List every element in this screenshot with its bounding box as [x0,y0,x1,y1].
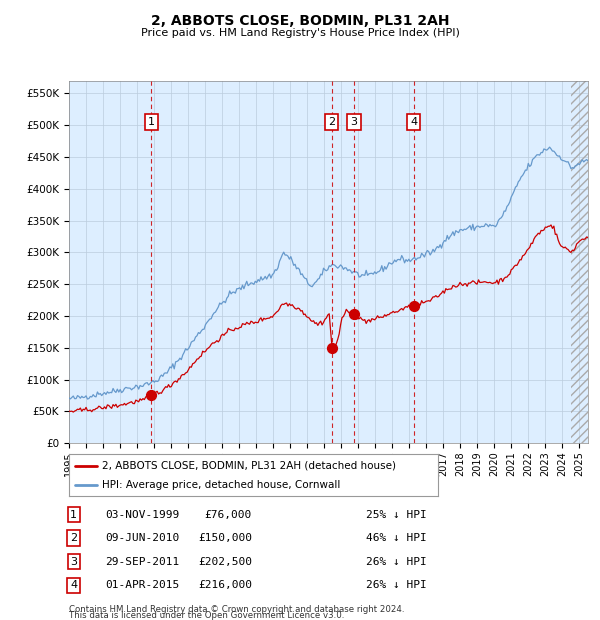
Text: 29-SEP-2011: 29-SEP-2011 [105,557,179,567]
Text: 4: 4 [410,117,417,127]
Text: Contains HM Land Registry data © Crown copyright and database right 2024.: Contains HM Land Registry data © Crown c… [69,604,404,614]
Text: £216,000: £216,000 [198,580,252,590]
Text: 03-NOV-1999: 03-NOV-1999 [105,510,179,520]
Point [146,390,156,400]
Text: 3: 3 [70,557,77,567]
Text: 2, ABBOTS CLOSE, BODMIN, PL31 2AH (detached house): 2, ABBOTS CLOSE, BODMIN, PL31 2AH (detac… [102,461,396,471]
Text: HPI: Average price, detached house, Cornwall: HPI: Average price, detached house, Corn… [102,480,341,490]
Text: 1: 1 [70,510,77,520]
Text: 4: 4 [70,580,77,590]
Text: 3: 3 [350,117,358,127]
Text: 09-JUN-2010: 09-JUN-2010 [105,533,179,543]
Text: Price paid vs. HM Land Registry's House Price Index (HPI): Price paid vs. HM Land Registry's House … [140,28,460,38]
Text: This data is licensed under the Open Government Licence v3.0.: This data is licensed under the Open Gov… [69,611,344,620]
Text: 26% ↓ HPI: 26% ↓ HPI [366,557,427,567]
Bar [151,81,413,443]
Point [409,301,418,311]
Text: 2, ABBOTS CLOSE, BODMIN, PL31 2AH: 2, ABBOTS CLOSE, BODMIN, PL31 2AH [151,14,449,28]
Text: 25% ↓ HPI: 25% ↓ HPI [366,510,427,520]
Text: 1: 1 [148,117,155,127]
Text: 26% ↓ HPI: 26% ↓ HPI [366,580,427,590]
Text: 46% ↓ HPI: 46% ↓ HPI [366,533,427,543]
Text: £202,500: £202,500 [198,557,252,567]
Point [349,309,359,319]
Text: 01-APR-2015: 01-APR-2015 [105,580,179,590]
Text: 2: 2 [328,117,335,127]
Text: 2: 2 [70,533,77,543]
Text: £76,000: £76,000 [205,510,252,520]
Point [327,343,337,353]
Text: £150,000: £150,000 [198,533,252,543]
